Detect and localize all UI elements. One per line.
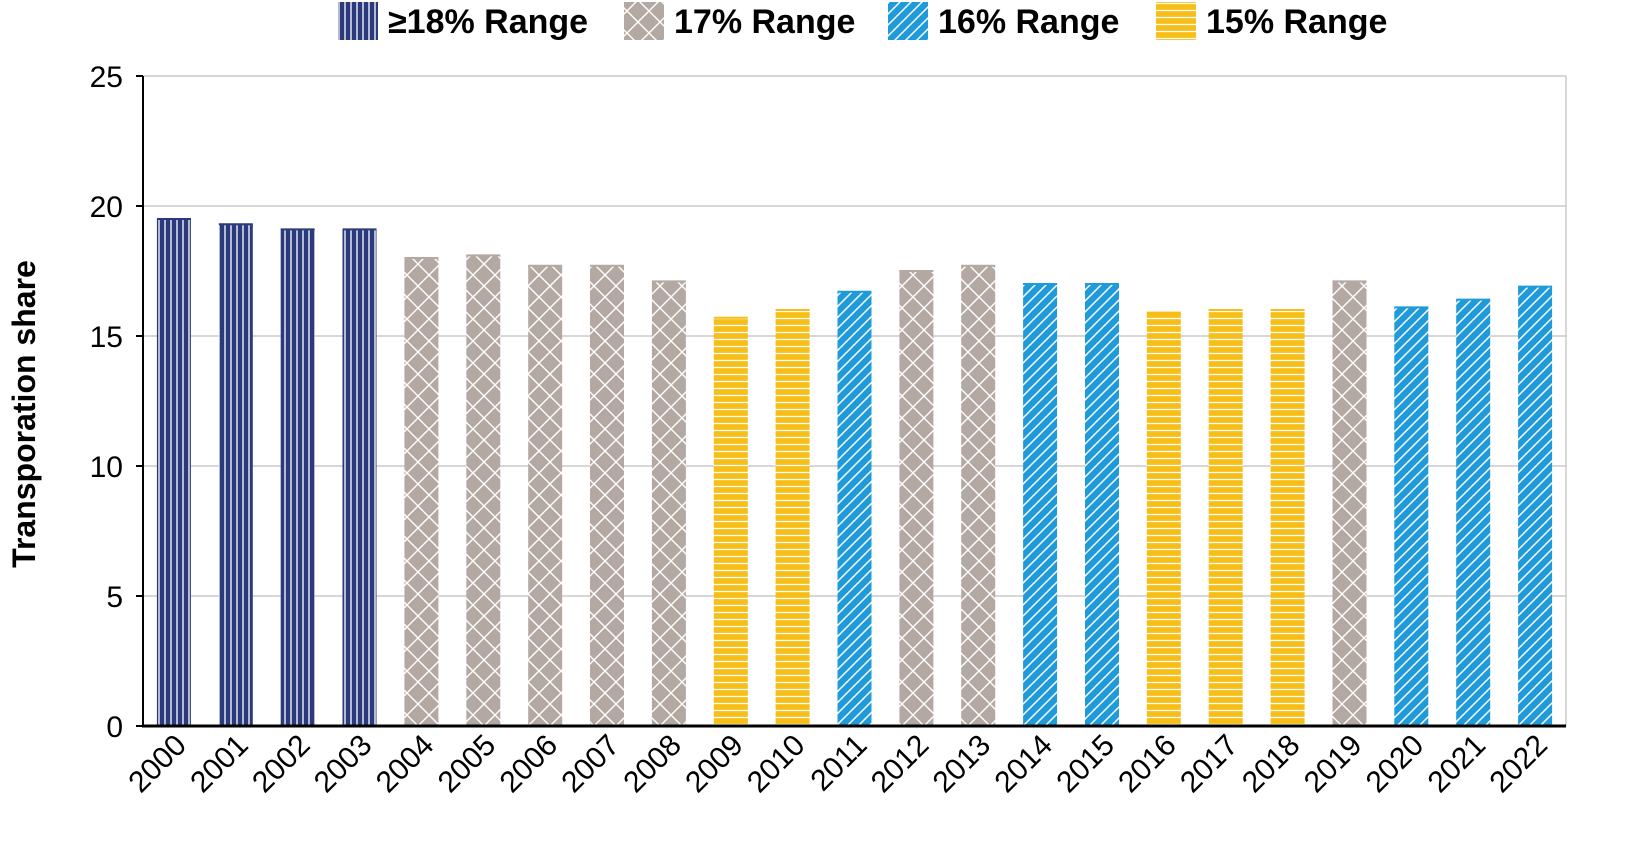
bar-2010 xyxy=(775,310,810,726)
y-tick-label: 10 xyxy=(90,451,123,484)
y-tick-label: 20 xyxy=(90,191,123,224)
legend-label-r15: 15% Range xyxy=(1206,3,1387,41)
bar-2012 xyxy=(899,271,934,726)
x-tick-label: 2007 xyxy=(555,729,626,800)
bar-2021 xyxy=(1456,299,1491,726)
x-tick-label: 2022 xyxy=(1484,729,1555,800)
x-tick-label: 2001 xyxy=(184,729,255,800)
bar-2003 xyxy=(342,229,377,726)
x-tick-label: 2006 xyxy=(494,729,565,800)
bar-2005 xyxy=(466,255,501,726)
bar-2011 xyxy=(837,291,872,726)
y-axis-title: Transporation share xyxy=(6,260,42,568)
bar-2015 xyxy=(1085,284,1119,726)
x-tick-label: 2020 xyxy=(1360,729,1431,800)
bar-2016 xyxy=(1146,312,1181,726)
bar-2009 xyxy=(713,317,748,726)
bar-2008 xyxy=(651,281,686,726)
x-tick-label: 2015 xyxy=(1050,729,1121,800)
x-tick-label: 2005 xyxy=(432,729,503,800)
x-tick-label: 2003 xyxy=(308,729,379,800)
x-tick-label: 2013 xyxy=(927,729,998,800)
y-tick-label: 0 xyxy=(106,711,123,744)
legend-swatch-r16 xyxy=(888,2,928,40)
x-tick-label: 2014 xyxy=(989,729,1060,800)
bar-2013 xyxy=(961,265,996,726)
x-tick-label: 2009 xyxy=(679,729,750,800)
x-tick-label: 2017 xyxy=(1174,729,1245,800)
x-tick-label: 2016 xyxy=(1112,729,1183,800)
legend-label-r17: 17% Range xyxy=(674,3,855,41)
x-tick-label: 2008 xyxy=(617,729,688,800)
legend-swatch-r15 xyxy=(1156,2,1196,40)
x-tick-label: 2018 xyxy=(1236,729,1307,800)
legend-swatch-r17 xyxy=(624,2,664,40)
x-tick-label: 2011 xyxy=(804,729,873,798)
y-tick-label: 15 xyxy=(90,321,123,354)
y-tick-label: 25 xyxy=(90,61,123,94)
legend-label-r18: ≥18% Range xyxy=(388,3,588,41)
x-tick-label: 2012 xyxy=(865,729,936,800)
x-tick-label: 2010 xyxy=(741,729,812,800)
x-tick-label: 2021 xyxy=(1422,729,1493,800)
axes xyxy=(136,75,1566,728)
bar-2001 xyxy=(218,224,253,726)
x-tick-label: 2000 xyxy=(122,729,193,800)
legend: ≥18% Range 17% Range 16% Range 15% Range xyxy=(338,2,1387,41)
bar-2018 xyxy=(1270,310,1305,726)
bar-2000 xyxy=(156,219,191,726)
legend-swatch-r18 xyxy=(338,2,378,40)
y-tick-labels: 0 5 10 15 20 25 xyxy=(90,61,123,744)
bar-2020 xyxy=(1394,307,1429,726)
bar-2017 xyxy=(1208,310,1243,726)
bar-2002 xyxy=(280,229,315,726)
y-tick-label: 5 xyxy=(106,581,123,614)
bar-2019 xyxy=(1332,281,1367,726)
bars xyxy=(156,218,1553,726)
x-tick-labels: 2000200120022003200420052006200720082009… xyxy=(122,729,1554,800)
bar-2007 xyxy=(590,265,624,726)
bar-2006 xyxy=(528,265,563,726)
x-tick-label: 2002 xyxy=(246,729,317,800)
x-tick-label: 2004 xyxy=(370,729,441,800)
bar-2004 xyxy=(404,258,439,726)
bar-2014 xyxy=(1023,284,1058,726)
bar-2022 xyxy=(1518,286,1553,726)
legend-label-r16: 16% Range xyxy=(938,3,1119,41)
x-tick-label: 2019 xyxy=(1298,729,1369,800)
